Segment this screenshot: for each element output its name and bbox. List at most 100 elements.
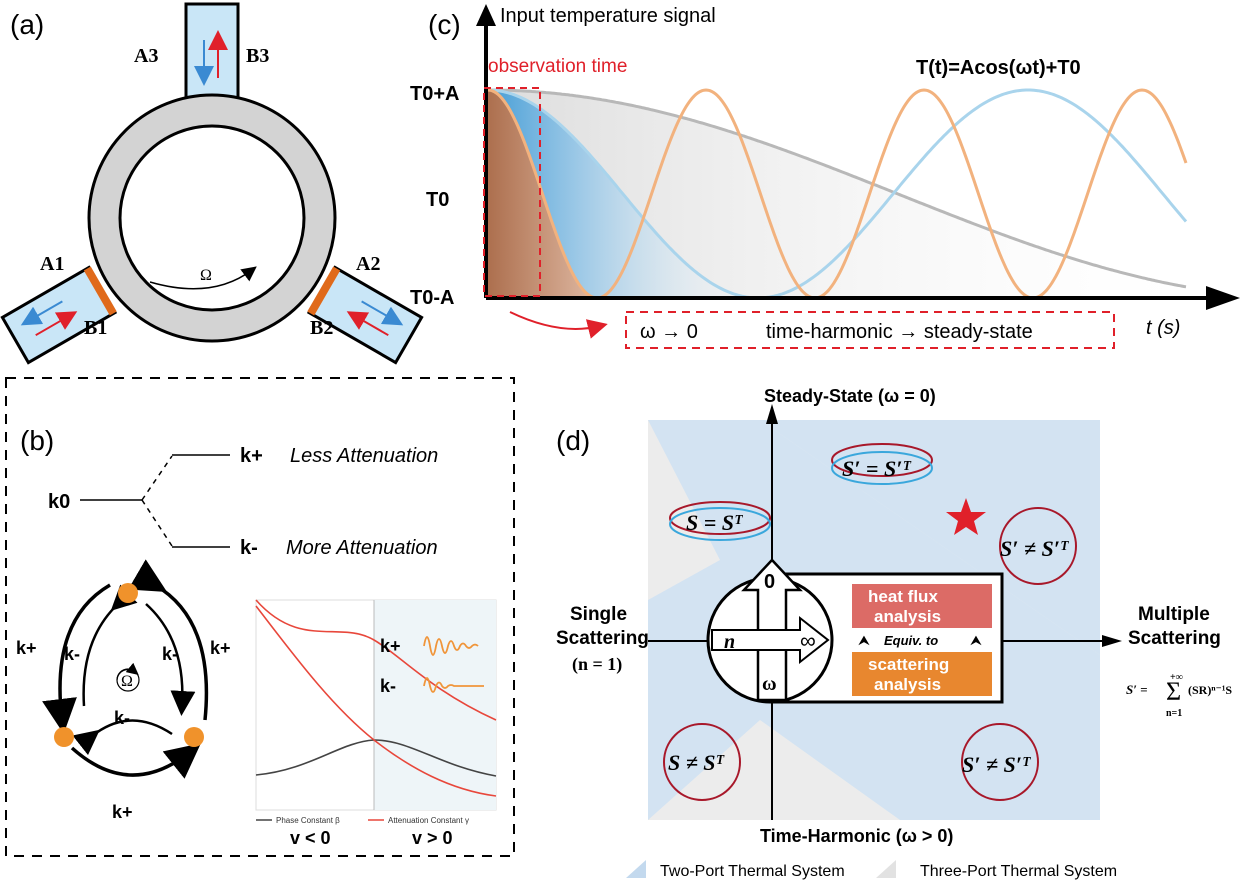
panel-a-label: (a) xyxy=(10,9,44,40)
legend-gamma: Attenuation Constant γ xyxy=(388,816,469,825)
panel-b-frame xyxy=(5,377,515,857)
d-right-label-1: Multiple xyxy=(1138,604,1210,625)
scattering-line2: analysis xyxy=(874,675,941,694)
panel-c: (c) Input temperature signal T(t)=Acos(ω… xyxy=(410,4,1240,349)
observation-box xyxy=(483,87,541,297)
less-attenuation-label: Less Attenuation xyxy=(290,445,438,467)
legend-two-swatch xyxy=(626,860,646,878)
attenuation-plot: k+ k- Phase Constant β Attenuation Const… xyxy=(255,599,497,848)
node-right xyxy=(184,727,204,747)
port-label-b3: B3 xyxy=(246,45,269,67)
omega-symbol: Ω xyxy=(200,267,212,284)
legend-three-label: Three-Port Thermal System xyxy=(920,863,1117,880)
d-top-label: Steady-State (ω = 0) xyxy=(764,386,936,406)
equiv-chevrons-l: ⮝ xyxy=(858,632,870,648)
k0-label: k0 xyxy=(48,491,70,513)
legend-two-label: Two-Port Thermal System xyxy=(660,863,845,880)
q-sp-neq-top: S′ ≠ S′ᵀ xyxy=(999,507,1077,585)
limit-omega: ω → 0 xyxy=(640,321,698,343)
kplus-split-label: k+ xyxy=(240,445,263,467)
node-left xyxy=(54,727,74,747)
signal-formula: T(t)=Acos(ωt)+T0 xyxy=(916,57,1081,79)
plot-kplus: k+ xyxy=(380,636,401,656)
signal-title: Input temperature signal xyxy=(500,5,716,27)
limit-text: time-harmonic → steady-state xyxy=(766,321,1033,343)
heat-flux-line1: heat flux xyxy=(868,587,938,606)
q-sp-neq-bottom: S′ ≠ S′ᵀ xyxy=(961,723,1039,801)
q-s-neq-text: S ≠ Sᵀ xyxy=(668,750,726,775)
heat-flux-box xyxy=(852,584,992,628)
d-left-label-2: Scattering xyxy=(556,628,649,649)
panel-b: (b) k0 k+ k- Less Attenuation More Atten… xyxy=(5,377,515,857)
c-x-label: t (s) xyxy=(1146,317,1180,339)
panel-a: (a) Ω A3 B3 A1 B1 A2 xyxy=(0,2,424,365)
blue-curve xyxy=(488,88,1188,300)
equiv-chevrons-r: ⮝ xyxy=(970,632,982,648)
heat-flux-line2: analysis xyxy=(874,607,941,626)
gamma-curve-main xyxy=(255,605,497,797)
d-bottom-label: Time-Harmonic (ω > 0) xyxy=(760,826,953,846)
sum-sigma: Σ xyxy=(1166,677,1181,706)
port-label-a1: A1 xyxy=(40,253,64,275)
node-top xyxy=(118,583,138,603)
ytick-bot: T0-A xyxy=(410,287,454,309)
loop-kplus-right: k+ xyxy=(210,638,231,658)
sum-top: +∞ xyxy=(1170,672,1183,683)
d-right-label-2: Scattering xyxy=(1128,628,1221,649)
more-attenuation-label: More Attenuation xyxy=(286,537,438,559)
loop-kminus-bottom: k- xyxy=(114,708,130,728)
q-sp-neq-2-text: S′ ≠ S′ᵀ xyxy=(962,752,1032,777)
wave-kminus xyxy=(423,677,484,693)
port-3-arm xyxy=(184,2,240,108)
limit-arrow xyxy=(509,311,608,339)
three-node-loop: Ω k+ k+ k+ k- k- k- xyxy=(16,559,231,822)
q-sp-neq-text: S′ ≠ S′ᵀ xyxy=(1000,536,1070,561)
gamma-curve xyxy=(255,599,497,721)
plot-shaded-region xyxy=(374,600,496,810)
scattering-line1: scattering xyxy=(868,655,949,674)
q-s-eq-text: S = Sᵀ xyxy=(686,510,744,535)
legend-beta: Phase Constant β xyxy=(276,816,340,825)
panel-b-label: (b) xyxy=(20,425,54,456)
ytick-mid: T0 xyxy=(426,189,449,211)
loop-kplus-left: k+ xyxy=(16,638,37,658)
d-left-label-1: Single xyxy=(570,604,627,625)
q-sp-eq-text: S′ = S′ᵀ xyxy=(842,456,912,481)
loop-omega: Ω xyxy=(121,673,133,690)
sum-lhs: S′ = xyxy=(1126,682,1148,697)
orange-curve xyxy=(487,88,1188,300)
loop-kminus-right: k- xyxy=(162,644,178,664)
center-zero: 0 xyxy=(764,571,775,593)
port-label-b1: B1 xyxy=(84,317,107,339)
kminus-split-label: k- xyxy=(240,537,258,559)
panel-d-label: (d) xyxy=(556,425,590,456)
limit-box xyxy=(625,311,1115,349)
star-icon xyxy=(946,498,986,535)
observation-label: observation time xyxy=(488,56,627,77)
ytick-top: T0+A xyxy=(410,83,459,105)
panel-c-label: (c) xyxy=(428,9,461,40)
q-s-neq: S ≠ Sᵀ xyxy=(663,723,741,801)
gray-curve xyxy=(488,88,1187,289)
center-omega: ω xyxy=(762,673,777,695)
rotation-arrow xyxy=(149,266,257,290)
sum-bot: n=1 xyxy=(1166,708,1182,719)
d-left-label-3: (n = 1) xyxy=(572,654,622,675)
q-s-eq: S = Sᵀ xyxy=(669,501,771,541)
v-positive-label: v > 0 xyxy=(412,828,453,848)
port-label-a2: A2 xyxy=(356,253,380,275)
loop-kplus-bottom: k+ xyxy=(112,802,133,822)
q-sp-eq: S′ = S′ᵀ xyxy=(831,443,933,485)
port-2-arm xyxy=(306,265,424,365)
port-1-arm xyxy=(0,265,118,365)
plot-kminus: k- xyxy=(380,676,396,696)
center-infinity: ∞ xyxy=(800,628,816,653)
port-label-a3: A3 xyxy=(134,45,158,67)
scattering-box xyxy=(852,652,992,696)
equiv-label: Equiv. to xyxy=(884,633,938,648)
v-negative-label: v < 0 xyxy=(290,828,331,848)
sum-body: (SR)ⁿ⁻¹S xyxy=(1188,683,1232,697)
loop-kminus-left: k- xyxy=(64,644,80,664)
legend-three-swatch xyxy=(876,860,896,878)
